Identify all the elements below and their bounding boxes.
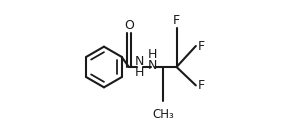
Text: CH₃: CH₃ (152, 108, 174, 121)
Text: F: F (198, 79, 205, 92)
Text: F: F (198, 40, 205, 53)
Text: O: O (124, 19, 134, 32)
Text: H
N: H N (148, 48, 158, 72)
Text: F: F (173, 14, 180, 27)
Text: N
H: N H (135, 55, 145, 79)
